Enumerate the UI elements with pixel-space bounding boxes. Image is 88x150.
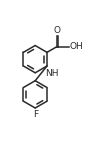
- Text: O: O: [53, 26, 60, 35]
- Text: NH: NH: [45, 69, 58, 78]
- Text: F: F: [33, 110, 38, 119]
- Text: OH: OH: [69, 42, 83, 51]
